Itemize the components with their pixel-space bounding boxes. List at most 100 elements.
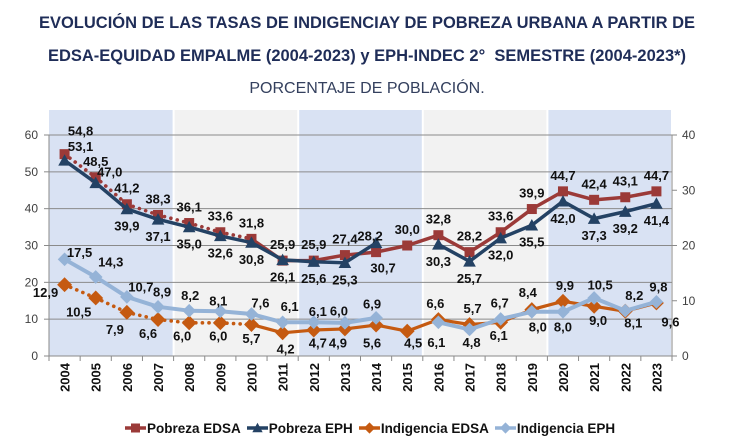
data-point-diamond-marker: [244, 317, 259, 332]
data-label: 4,8: [462, 335, 480, 350]
shaded-period-band: [299, 110, 422, 356]
data-label: 32,0: [488, 248, 513, 263]
data-point-triangle-marker: [525, 219, 539, 231]
data-point-diamond-marker: [556, 304, 570, 319]
x-axis-tick-label: 2008: [182, 363, 197, 392]
x-axis-tick-label: 2004: [58, 362, 73, 392]
data-label: 10,7: [128, 279, 153, 294]
data-point-diamond-marker: [493, 312, 508, 326]
data-point-square-marker: [464, 247, 475, 258]
data-point-diamond-marker: [88, 290, 104, 306]
legend-item-indigencia-edsa: Indigencia EDSA: [358, 421, 489, 436]
left-axis-tick-label: 20: [25, 275, 39, 289]
data-label: 44,7: [644, 168, 669, 183]
data-point-diamond-marker: [212, 315, 228, 331]
x-axis-tick-label: 2011: [276, 363, 291, 391]
data-point-triangle-marker: [182, 220, 196, 233]
right-axis-tick-label: 40: [682, 128, 696, 142]
series-line-segment: [592, 195, 628, 202]
data-point-diamond-marker: [368, 317, 384, 333]
series-line-segment: [218, 234, 254, 245]
data-label: 4,7: [309, 336, 327, 351]
data-label: 26,1: [270, 269, 295, 284]
data-label: 33,6: [488, 209, 513, 224]
left-axis-tick-label: 60: [25, 128, 39, 142]
series-line-segment: [498, 223, 534, 240]
data-label: 39,2: [613, 221, 638, 236]
data-label: 32,6: [208, 245, 233, 260]
data-point-triangle-marker: [151, 213, 165, 225]
series-line-segment: [436, 233, 472, 254]
data-point-diamond-marker: [618, 303, 633, 318]
x-axis-tick-label: 2022: [618, 363, 633, 392]
series-line-segment: [498, 207, 534, 234]
left-axis-tick-label: 0: [31, 349, 38, 363]
x-axis-tick-label: 2014: [369, 362, 384, 392]
series-line-segment: [280, 258, 316, 264]
data-label: 42,4: [581, 176, 607, 191]
series-line-segment-dotted: [125, 202, 160, 217]
data-label: 8,9: [153, 284, 171, 299]
series-line-segment: [436, 242, 472, 264]
data-point-square-marker: [131, 423, 140, 433]
data-point-triangle-marker: [338, 256, 352, 269]
series-indigencia-eph: [57, 252, 664, 337]
series-line-segment: [623, 189, 659, 199]
axes: 0 10 20 30 40 50 60 0 10 20 30 40 2004 2005 2006 2007 20…: [25, 128, 696, 392]
x-axis-tick-label: 2023: [649, 363, 664, 392]
data-label: 28,2: [457, 229, 482, 244]
data-point-triangle-marker: [252, 422, 263, 433]
series-line-segment: [592, 295, 628, 313]
series-line-segment-dotted: [93, 296, 129, 315]
data-label: 25,6: [301, 271, 326, 286]
series-pobreza-edsa: [59, 149, 662, 266]
series-line-segment: [561, 189, 596, 202]
data-point-triangle-marker: [58, 154, 71, 166]
legend-triangle-marker-icon: [246, 422, 268, 433]
legend: Pobreza EDSA Pobreza EPH Indigencia EDSA…: [124, 420, 620, 436]
series-line-segment: [124, 294, 161, 309]
left-axis-tick-label: 40: [25, 202, 39, 216]
data-label: 37,1: [145, 229, 170, 244]
data-point-square-marker: [371, 247, 382, 258]
data-point-diamond-marker: [151, 300, 165, 314]
data-point-triangle-marker: [214, 229, 227, 242]
data-label: 30,7: [370, 260, 395, 275]
data-label: 9,8: [649, 279, 667, 294]
data-point-diamond-marker: [119, 304, 135, 320]
data-label: 6,0: [173, 328, 191, 343]
data-label: 25,9: [301, 237, 326, 252]
data-label: 39,9: [114, 219, 139, 234]
data-point-diamond-marker: [363, 422, 375, 434]
series-line-segment: [530, 189, 565, 211]
data-point-diamond-marker: [275, 325, 291, 341]
data-label: 8,0: [529, 319, 547, 334]
data-point-square-marker: [557, 186, 568, 197]
data-label: 6,1: [309, 304, 327, 319]
data-point-triangle-marker: [650, 197, 663, 209]
data-point-diamond-marker: [499, 422, 511, 434]
legend-diamond-marker-icon: [358, 422, 380, 434]
x-axis-tick-label: 2005: [89, 363, 104, 392]
data-point-triangle-marker: [618, 205, 632, 217]
series-line-segment: [187, 225, 223, 238]
data-label: 41,2: [114, 181, 139, 196]
chart-title-line-2: EDSA-EQUIDAD EMPALME (2004-2023) y EPH-I…: [47, 47, 687, 65]
data-point-triangle-marker: [432, 238, 445, 250]
data-label: 38,3: [145, 191, 170, 206]
legend-square-marker-icon: [125, 423, 146, 433]
data-label: 6,7: [491, 295, 509, 310]
data-point-square-marker: [339, 250, 350, 261]
data-point-square-marker: [402, 240, 413, 251]
data-point-triangle-marker: [556, 195, 570, 207]
data-label: 37,3: [581, 228, 606, 243]
data-point-triangle-marker: [587, 212, 601, 224]
data-point-diamond-marker: [431, 315, 446, 330]
x-axis-tick-label: 2010: [244, 363, 259, 392]
series-line-segment: [623, 201, 659, 214]
legend-label: Indigencia EDSA: [380, 420, 489, 436]
right-axis-tick-label: 30: [682, 183, 696, 197]
right-axis-tick-label: 20: [682, 239, 696, 253]
data-label: 25,3: [332, 272, 357, 287]
data-label: 8,2: [181, 288, 199, 303]
